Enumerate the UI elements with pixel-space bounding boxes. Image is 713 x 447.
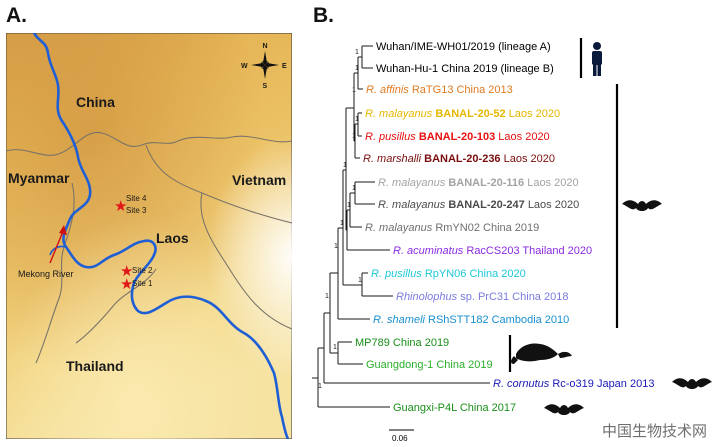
support-value: 1 xyxy=(355,49,359,56)
support-value: 1 xyxy=(318,383,322,390)
watermark: 中国生物技术网 xyxy=(602,420,707,441)
site-star-1: ★ xyxy=(120,276,133,293)
tree-branches xyxy=(312,45,490,408)
taxon-label: Wuhan/IME-WH01/2019 (lineage A) xyxy=(376,41,551,53)
mekong-river xyxy=(32,33,290,439)
human-icon xyxy=(592,42,602,76)
mekong-river-label: Mekong River xyxy=(18,269,74,279)
support-value: 1 xyxy=(355,65,359,72)
bat-icon xyxy=(672,378,712,389)
taxon-label: R. malayanus BANAL-20-52 Laos 2020 xyxy=(365,108,560,120)
site-star-4-3: ★ xyxy=(114,198,127,215)
bat-icon xyxy=(544,404,584,415)
taxon-label: R. malayanus RmYN02 China 2019 xyxy=(365,222,539,234)
country-label-china: China xyxy=(76,94,115,110)
taxon-labels: Wuhan/IME-WH01/2019 (lineage A) Wuhan-Hu… xyxy=(355,41,654,414)
support-value: 1 xyxy=(343,162,347,169)
clade-bars xyxy=(508,38,619,372)
taxon-label: R. cornutus Rc-o319 Japan 2013 xyxy=(493,378,654,390)
support-value: 1 xyxy=(340,220,344,227)
taxon-label: R. affinis RaTG13 China 2013 xyxy=(366,84,513,96)
mekong-arrowhead xyxy=(59,225,67,235)
taxon-label: R. pusillus BANAL-20-103 Laos 2020 xyxy=(365,131,550,143)
support-value: 1 xyxy=(347,202,351,209)
support-value: 1 xyxy=(352,87,356,94)
laos-region-map: China Myanmar Vietnam Laos Thailand ★ Si… xyxy=(6,33,292,439)
compass-n: N xyxy=(263,43,268,50)
support-values: 1 1 1 1 1 1 1 1 1 1 1 1 1 1 xyxy=(318,49,362,390)
panel-label-b: B. xyxy=(313,4,334,27)
taxon-label: R. malayanus BANAL-20-247 Laos 2020 xyxy=(378,199,579,211)
sampling-sites: ★ Site 4 Site 3 ★ ★ Site 2 Site 1 xyxy=(114,194,153,293)
panel-label-a: A. xyxy=(6,4,27,27)
support-value: 1 xyxy=(333,344,337,351)
taxon-label: R. pusillus RpYN06 China 2020 xyxy=(371,268,526,280)
taxon-label: Guangdong-1 China 2019 xyxy=(366,359,493,371)
site-label-3: Site 3 xyxy=(126,206,147,215)
taxon-label: Rhinolophus sp. PrC31 China 2018 xyxy=(396,291,568,303)
taxon-label: Guangxi-P4L China 2017 xyxy=(393,402,516,414)
country-label-thailand: Thailand xyxy=(66,358,124,374)
compass-e: E xyxy=(282,63,287,70)
site-label-4: Site 4 xyxy=(126,194,147,203)
support-value: 1 xyxy=(358,277,362,284)
taxon-label: R. shameli RShSTT182 Cambodia 2010 xyxy=(373,314,569,326)
support-value: 1 xyxy=(325,293,329,300)
site-label-2: Site 2 xyxy=(132,266,153,275)
phylogenetic-tree: 1 1 1 1 1 1 1 1 1 1 1 1 1 1 Wuhan/IME-WH… xyxy=(312,38,712,443)
mekong-arrow xyxy=(49,228,65,264)
compass-s: S xyxy=(263,83,268,90)
taxon-label: MP789 China 2019 xyxy=(355,337,449,349)
compass-w: W xyxy=(241,63,248,70)
site-star-2: ★ xyxy=(120,263,133,280)
scale-bar-label: 0.06 xyxy=(392,434,408,443)
support-value: 1 xyxy=(352,133,356,140)
watermark-text: 中国生物技术网 xyxy=(601,422,707,440)
bat-icon xyxy=(622,200,662,211)
site-label-1: Site 1 xyxy=(132,279,153,288)
country-label-laos: Laos xyxy=(156,230,189,246)
country-label-vietnam: Vietnam xyxy=(232,172,286,188)
support-value: 1 xyxy=(334,243,338,250)
support-value: 1 xyxy=(352,185,356,192)
taxon-label: R. acuminatus RacCS203 Thailand 2020 xyxy=(393,245,592,257)
support-value: 1 xyxy=(355,116,359,123)
country-label-myanmar: Myanmar xyxy=(8,170,70,186)
pangolin-icon xyxy=(511,343,572,364)
taxon-label: R. malayanus BANAL-20-116 Laos 2020 xyxy=(378,177,579,189)
taxon-label: Wuhan-Hu-1 China 2019 (lineage B) xyxy=(376,63,554,75)
taxon-label: R. marshalli BANAL-20-236 Laos 2020 xyxy=(363,153,555,165)
compass-rose-icon: N S W E xyxy=(241,43,287,90)
